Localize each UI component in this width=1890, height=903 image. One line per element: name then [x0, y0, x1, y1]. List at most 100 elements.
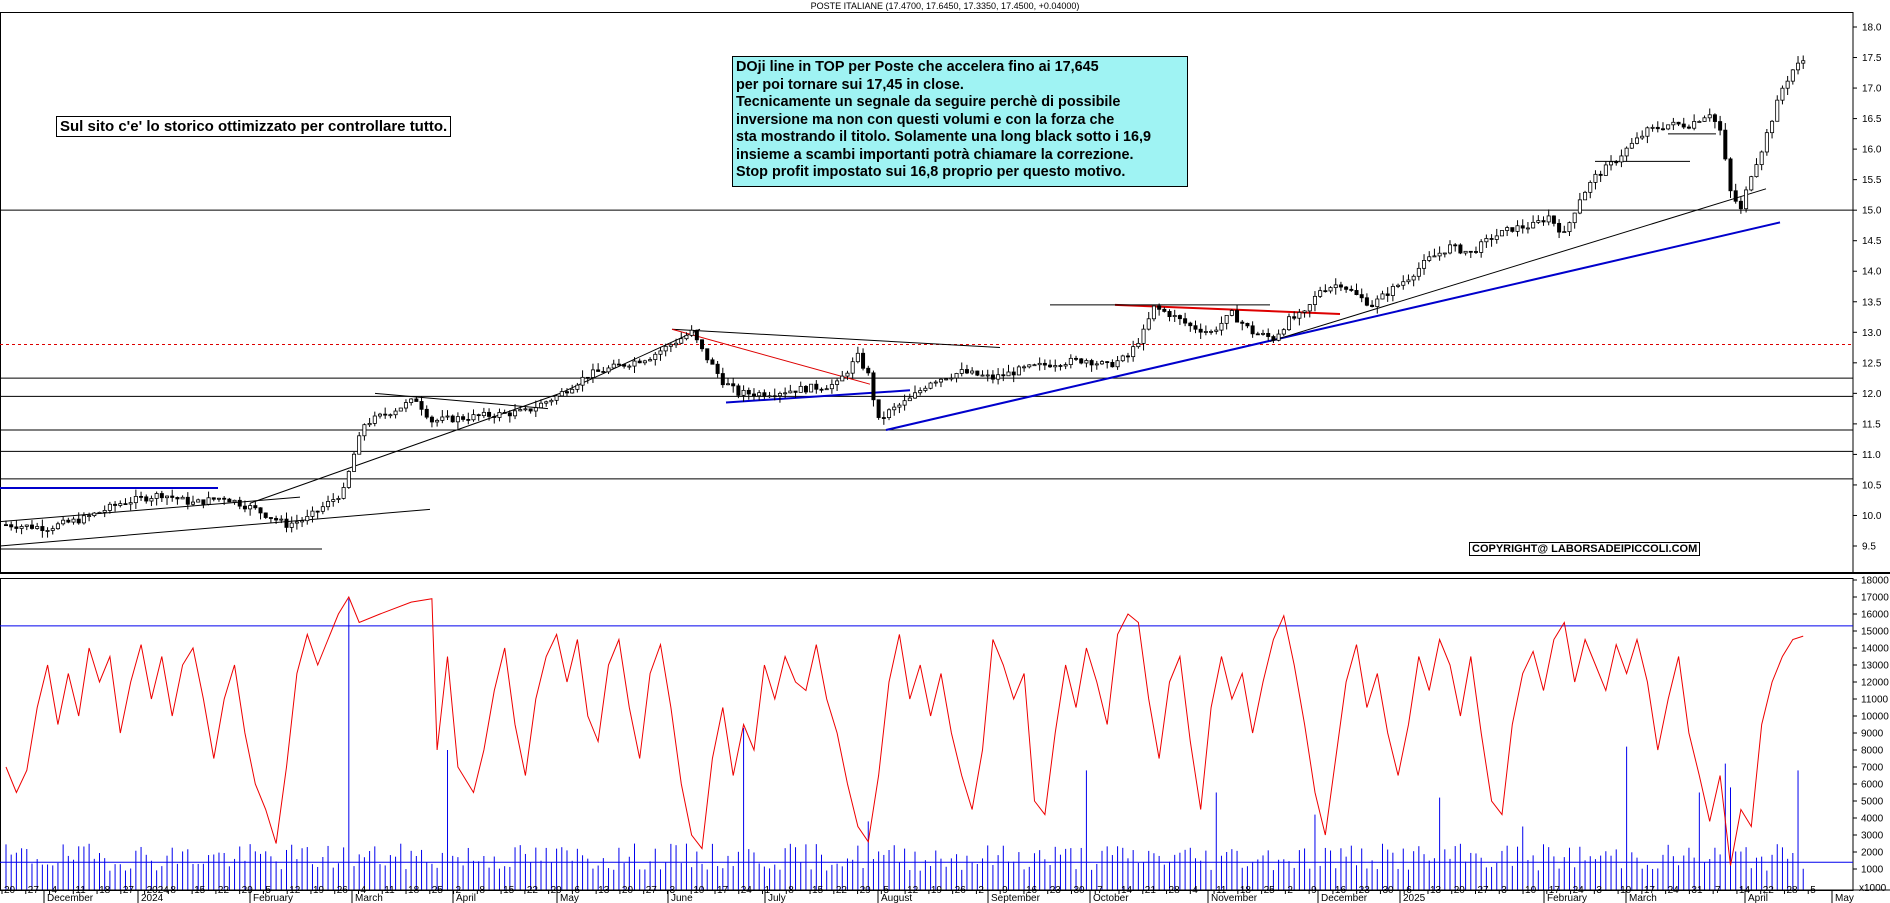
price-series	[4, 55, 1806, 538]
price-candle-body	[964, 369, 969, 374]
price-candle-body	[1712, 114, 1717, 122]
price-candle-body	[211, 497, 216, 500]
x-axis-day-label: 30	[1073, 885, 1085, 896]
price-candle-body	[1048, 364, 1053, 368]
price-candle-body	[938, 378, 943, 383]
price-candle-body	[367, 422, 372, 426]
price-candle-body	[1250, 325, 1255, 335]
volume-axis-tick-label: 7000	[1861, 763, 1884, 774]
price-candle-body	[1432, 255, 1437, 258]
price-candle-body	[1385, 293, 1390, 296]
price-candle-body	[440, 416, 445, 421]
price-candle-body	[81, 515, 86, 524]
price-candle-body	[1235, 310, 1240, 323]
price-candle-body	[689, 329, 694, 336]
volume-axis-tick-label: 13000	[1861, 661, 1889, 672]
x-axis-month-label: July	[768, 893, 786, 903]
x-axis-month-label: February	[253, 893, 293, 903]
price-candle-body	[1370, 304, 1375, 307]
price-candle-body	[1635, 137, 1640, 144]
price-candle-body	[55, 523, 60, 530]
trend-line	[0, 508, 431, 547]
price-candle-body	[1801, 60, 1806, 64]
price-candle-body	[461, 416, 466, 420]
price-candle-body	[736, 385, 741, 396]
volume-axis-tick-label: 14000	[1861, 644, 1889, 655]
price-candle-body	[139, 495, 144, 498]
x-axis-day-label: 5	[265, 885, 271, 896]
x-axis-month-label: 2025	[1403, 893, 1426, 903]
price-candle-body	[1588, 182, 1593, 193]
price-candle-body	[1697, 121, 1702, 123]
price-candle-body	[611, 363, 616, 369]
price-axis-tick-label: 17.5	[1862, 53, 1882, 64]
price-candle-body	[232, 499, 237, 503]
price-candle-body	[829, 384, 834, 390]
price-candle-body	[409, 398, 414, 403]
price-candle-body	[1655, 126, 1660, 130]
price-candle-body	[1749, 176, 1754, 191]
price-candle-body	[1151, 305, 1156, 320]
price-candle-body	[1338, 284, 1343, 288]
x-axis-day-label: 22	[1763, 885, 1775, 896]
price-candle-body	[180, 496, 185, 500]
price-candle-body	[705, 348, 710, 361]
price-candle-body	[253, 505, 258, 509]
price-candle-body	[1609, 161, 1614, 166]
price-candle-body	[300, 520, 305, 523]
price-candle-body	[294, 521, 299, 524]
price-candle-body	[1593, 173, 1598, 183]
x-axis-day-label: 3	[1596, 885, 1602, 896]
x-axis-day-label: 22	[836, 885, 848, 896]
price-candle-body	[1068, 357, 1073, 365]
price-candle-body	[653, 353, 658, 360]
price-candle-body	[694, 329, 699, 341]
x-axis-day-label: 10	[1525, 885, 1537, 896]
price-candle-body	[1302, 310, 1307, 313]
x-axis-day-label: 11	[384, 885, 395, 896]
trend-line	[671, 328, 871, 385]
x-axis-day-label: 23	[1359, 885, 1371, 896]
x-axis-day-label: 26	[337, 885, 349, 896]
x-axis-day-label: 24	[1668, 885, 1680, 896]
price-candle-body	[1162, 308, 1167, 312]
price-candle-body	[1146, 318, 1151, 330]
price-candle-body	[1468, 250, 1473, 253]
price-candle-body	[1484, 238, 1489, 243]
price-candle-body	[1764, 132, 1769, 153]
price-candle-body	[1390, 286, 1395, 296]
x-axis-day-label: 29	[551, 885, 563, 896]
price-candle-body	[637, 360, 642, 364]
price-axis-tick-label: 14.0	[1862, 267, 1882, 278]
price-candle-body	[1775, 99, 1780, 122]
price-candle-body	[1645, 127, 1650, 137]
price-candle-body	[1551, 215, 1556, 224]
price-candle-body	[383, 413, 388, 416]
price-candle-body	[933, 381, 938, 384]
price-candle-body	[1131, 346, 1136, 358]
price-candle-body	[1738, 200, 1743, 210]
price-candle-body	[175, 497, 180, 500]
price-candle-body	[242, 505, 247, 510]
axes: 18.0 17.5 17.0 16.5 16.0 15.5 15.0 14.5 14.0 13.5…	[0, 23, 1890, 903]
x-axis-day-label: 22	[527, 885, 539, 896]
price-axis-tick-label: 12.5	[1862, 358, 1882, 369]
price-candle-body	[1525, 227, 1530, 230]
price-candle-body	[1157, 305, 1162, 310]
price-candle-body	[471, 414, 476, 421]
x-axis-day-label: 23	[1050, 885, 1062, 896]
price-candle-body	[1042, 362, 1047, 366]
price-candle-body	[429, 416, 434, 423]
price-candle-body	[1640, 135, 1645, 139]
price-candle-body	[154, 493, 159, 499]
x-axis-month-label: November	[1211, 893, 1258, 903]
price-candle-body	[66, 519, 71, 523]
x-axis-day-label: 28	[1786, 885, 1798, 896]
price-candle-body	[975, 370, 980, 376]
price-candle-body	[1016, 366, 1021, 376]
price-candle-body	[1510, 227, 1515, 232]
price-candle-body	[726, 383, 731, 386]
x-axis-month-label: March	[1629, 893, 1657, 903]
price-candle-body	[1650, 126, 1655, 129]
price-candle-body	[1172, 315, 1177, 318]
